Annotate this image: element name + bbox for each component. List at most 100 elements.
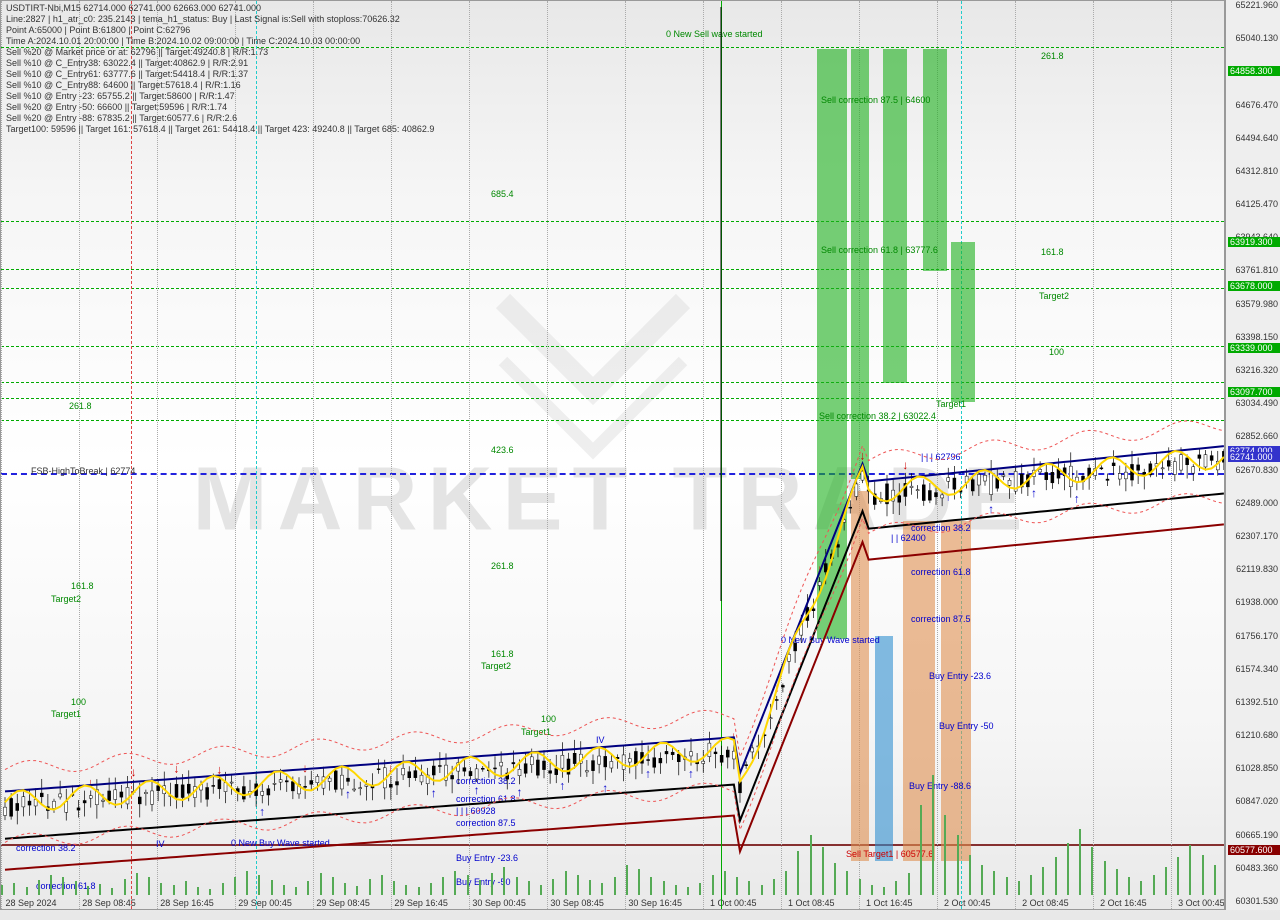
- volume-bar: [1079, 829, 1081, 895]
- price-marker: 63097.700: [1228, 387, 1280, 397]
- header-line: USDTIRT-Nbi,M15 62714.000 62741.000 6266…: [6, 3, 434, 14]
- price-label: 60483.360: [1235, 863, 1278, 873]
- volume-bar: [577, 875, 579, 895]
- volume-bar: [626, 865, 628, 895]
- price-label: 60665.190: [1235, 830, 1278, 840]
- svg-text:↓: ↓: [731, 729, 737, 743]
- header-line: Sell %20 @ Market price or at: 62796 || …: [6, 47, 434, 58]
- time-label: 29 Sep 08:45: [316, 898, 370, 908]
- grid-vline: [313, 1, 314, 909]
- volume-bar: [393, 881, 395, 895]
- volume-bar: [724, 871, 726, 895]
- volume-bar: [1091, 847, 1093, 895]
- price-label: 63761.810: [1235, 265, 1278, 275]
- level-line: [1, 420, 1224, 421]
- volume-bar: [454, 871, 456, 895]
- svg-text:↑: ↑: [988, 502, 994, 516]
- volume-bar: [418, 887, 420, 895]
- volume-bar: [111, 888, 113, 895]
- chart-annotation: Sell correction 38.2 | 63022.4: [819, 411, 936, 421]
- volume-bar: [136, 873, 138, 895]
- chart-annotation: Target2: [1039, 291, 1069, 301]
- svg-text:↓: ↓: [774, 681, 780, 695]
- chart-annotation: correction 38.2: [456, 776, 516, 786]
- volume-bar: [344, 883, 346, 895]
- chart-annotation: Sell correction 87.5 | 64600: [821, 95, 930, 105]
- volume-bar: [957, 835, 959, 895]
- volume-bar: [295, 887, 297, 895]
- volume-bar: [75, 881, 77, 895]
- svg-text:↓: ↓: [302, 761, 308, 775]
- volume-bar: [1006, 877, 1008, 895]
- volume-bar: [846, 871, 848, 895]
- price-label: 61392.510: [1235, 697, 1278, 707]
- chart-area[interactable]: MARKET TRADE 28 Sep 202428 Sep 08:4528 S…: [0, 0, 1225, 910]
- time-label: 1 Oct 08:45: [788, 898, 835, 908]
- chart-annotation: Sell correction 61.8 | 63777.6: [821, 245, 938, 255]
- chart-annotation: | | | 60928: [456, 806, 496, 816]
- grid-vline: [703, 1, 704, 909]
- chart-annotation: correction 61.8: [911, 567, 971, 577]
- svg-text:↑: ↑: [1031, 486, 1037, 500]
- price-marker: 63919.300: [1228, 237, 1280, 247]
- chart-annotation: Buy Entry -88.6: [909, 781, 971, 791]
- grid-vline: [547, 1, 548, 909]
- price-marker: 60577.600: [1228, 845, 1280, 855]
- volume-bar: [222, 883, 224, 895]
- volume-bar: [258, 875, 260, 895]
- marker-vline: [721, 1, 722, 909]
- volume-bar: [1116, 869, 1118, 895]
- svg-text:↑: ↑: [559, 779, 565, 793]
- price-axis[interactable]: 65221.96065040.13064858.30064676.4706449…: [1225, 0, 1280, 910]
- chart-annotation: 685.4: [491, 189, 514, 199]
- zone-rect: [923, 49, 947, 271]
- header-line: Target100: 59596 || Target 161: 57618.4 …: [6, 124, 434, 135]
- volume-bar: [822, 847, 824, 895]
- level-line: [1, 269, 1224, 270]
- volume-bar: [491, 873, 493, 895]
- volume-bar: [332, 877, 334, 895]
- header-line: Sell %10 @ C_Entry88: 64600 || Target:57…: [6, 80, 434, 91]
- svg-text:↓: ↓: [216, 763, 222, 777]
- level-line: [1, 398, 1224, 399]
- time-label: 2 Oct 16:45: [1100, 898, 1147, 908]
- chart-annotation: correction 38.2: [911, 523, 971, 533]
- volume-bar: [638, 869, 640, 895]
- chart-annotation: Target2: [481, 661, 511, 671]
- volume-bar: [479, 880, 481, 895]
- level-line: [1, 288, 1224, 289]
- svg-text:↑: ↑: [945, 489, 951, 503]
- time-label: 28 Sep 08:45: [82, 898, 136, 908]
- svg-text:↑: ↑: [517, 785, 523, 799]
- volume-bar: [871, 885, 873, 895]
- time-label: 28 Sep 16:45: [160, 898, 214, 908]
- volume-bar: [1165, 867, 1167, 895]
- chart-annotation: 161.8: [1041, 247, 1064, 257]
- time-label: 28 Sep 2024: [5, 898, 56, 908]
- volume-bar: [516, 877, 518, 895]
- volume-bar: [908, 873, 910, 895]
- chart-annotation: correction 61.8: [456, 794, 516, 804]
- volume-bar: [565, 871, 567, 895]
- volume-bar: [1030, 875, 1032, 895]
- volume-bar: [271, 880, 273, 895]
- time-label: 1 Oct 00:45: [710, 898, 757, 908]
- volume-bar: [430, 883, 432, 895]
- price-label: 62119.830: [1236, 564, 1278, 574]
- chart-annotation: correction 38.2: [16, 843, 76, 853]
- volume-bar: [1153, 875, 1155, 895]
- price-marker: 63339.000: [1228, 343, 1280, 353]
- volume-bar: [785, 871, 787, 895]
- volume-bar: [1202, 855, 1204, 895]
- chart-annotation: | | | 62796: [921, 452, 961, 462]
- volume-bar: [932, 775, 934, 895]
- price-label: 63579.980: [1235, 299, 1278, 309]
- chart-annotation: correction 87.5: [456, 818, 516, 828]
- volume-bar: [1177, 857, 1179, 895]
- price-label: 63398.150: [1235, 332, 1278, 342]
- chart-annotation: 100: [541, 714, 556, 724]
- header-line: Sell %20 @ Entry -50: 66600 || Target:59…: [6, 102, 434, 113]
- volume-bar: [883, 887, 885, 895]
- volume-bar: [797, 851, 799, 895]
- grid-vline: [1015, 1, 1016, 909]
